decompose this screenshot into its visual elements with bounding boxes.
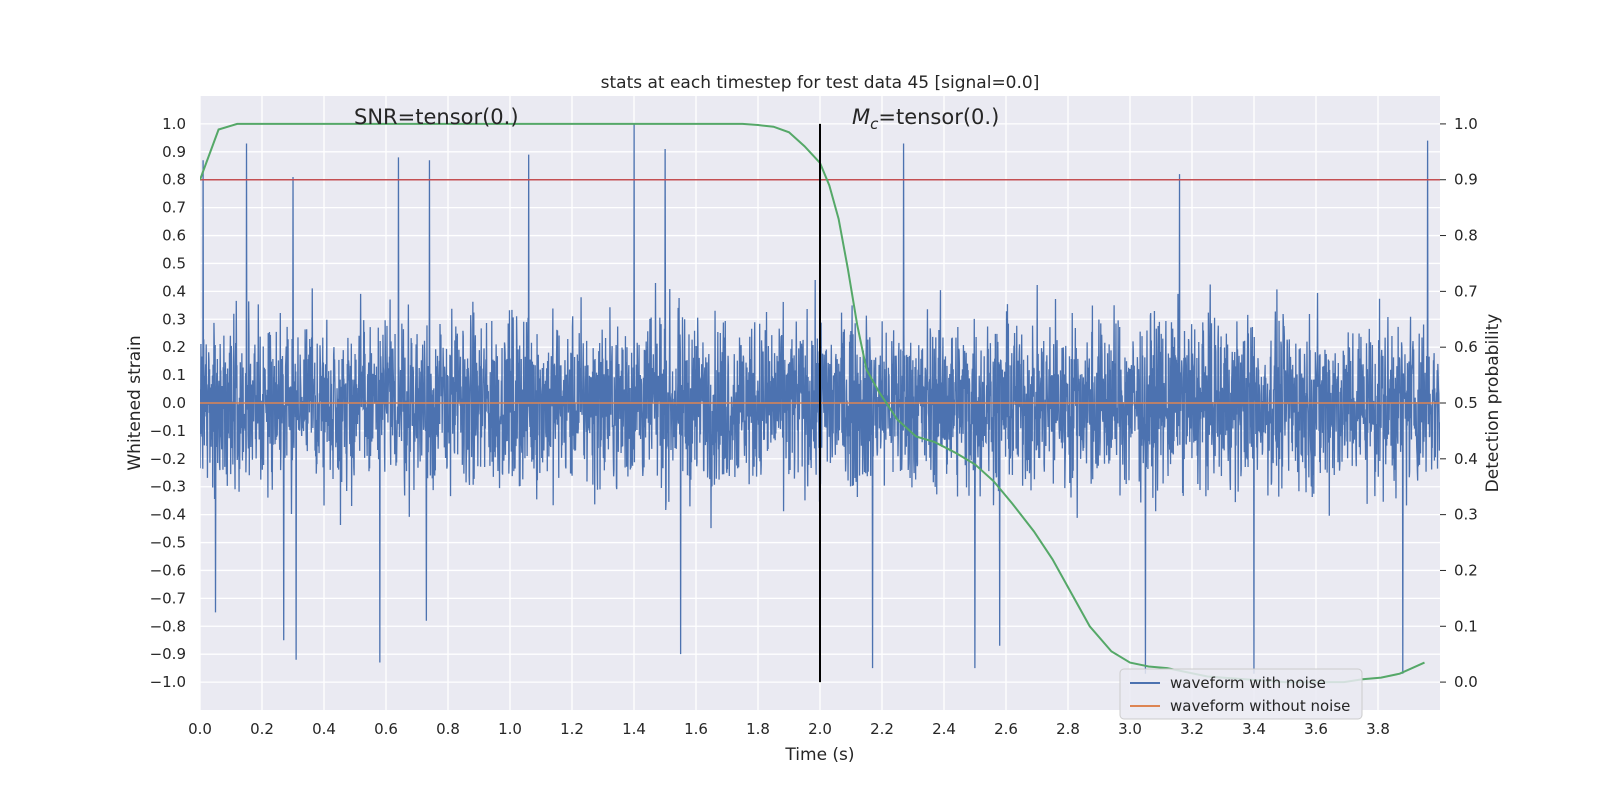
left-y-tick-label: 0.8: [162, 171, 186, 189]
right-y-tick-labels: 1.0 0.9 0.8 0.7 0.6 0.5 0.4 0.3 0.2 0.1 0.0: [1440, 115, 1478, 691]
left-y-tick-label: −1.0: [150, 673, 186, 691]
left-y-tick-label: −0.8: [150, 617, 186, 635]
x-tick-label: 3.0: [1118, 720, 1142, 738]
left-y-tick-label: 0.5: [162, 254, 186, 272]
x-tick-label: 2.2: [870, 720, 894, 738]
left-y-axis-label: Whitened strain: [125, 335, 145, 470]
x-tick-label: 1.2: [560, 720, 584, 738]
right-y-axis-label: Detection probability: [1483, 314, 1503, 493]
right-y-tick-label: 0.0: [1454, 673, 1478, 691]
x-tick-label: 1.8: [746, 720, 770, 738]
right-y-tick-label: 1.0: [1454, 115, 1478, 133]
x-tick-label: 3.2: [1180, 720, 1204, 738]
right-y-tick-label: 0.1: [1454, 617, 1478, 635]
x-tick-label: 3.8: [1366, 720, 1390, 738]
x-tick-labels: 0.0 0.2 0.4 0.6 0.8 1.0 1.2 1.4 1.6 1.8 2.0 2.2 2.4 2…: [188, 720, 1390, 738]
x-tick-label: 0.8: [436, 720, 460, 738]
left-y-tick-label: −0.7: [150, 589, 186, 607]
x-tick-label: 2.0: [808, 720, 832, 738]
left-y-tick-label: −0.9: [150, 645, 186, 663]
left-y-tick-label: −0.4: [150, 506, 186, 524]
legend: waveform with noise waveform without noi…: [1119, 668, 1363, 720]
legend-label-clean: waveform without noise: [1170, 697, 1350, 715]
left-y-tick-label: 0.3: [162, 310, 186, 328]
right-y-tick-label: 0.5: [1454, 394, 1478, 412]
x-tick-label: 0.0: [188, 720, 212, 738]
left-y-tick-label: −0.6: [150, 561, 186, 579]
chirp-mass-annotation: Mc=tensor(0.): [852, 105, 999, 133]
x-tick-label: 1.4: [622, 720, 646, 738]
x-tick-label: 0.2: [250, 720, 274, 738]
left-y-tick-label: 0.7: [162, 199, 186, 217]
x-tick-label: 1.6: [684, 720, 708, 738]
right-y-tick-label: 0.6: [1454, 338, 1478, 356]
chart-title: stats at each timestep for test data 45 …: [601, 73, 1040, 93]
left-y-tick-label: 0.2: [162, 338, 186, 356]
x-tick-label: 3.4: [1242, 720, 1266, 738]
x-tick-label: 0.6: [374, 720, 398, 738]
snr-annotation: SNR=tensor(0.): [354, 105, 519, 129]
legend-box: [1119, 668, 1363, 720]
left-y-tick-label: −0.1: [150, 422, 186, 440]
left-y-tick-label: 0.1: [162, 366, 186, 384]
x-tick-label: 2.8: [1056, 720, 1080, 738]
x-axis-label: Time (s): [784, 745, 854, 765]
right-y-tick-label: 0.8: [1454, 227, 1478, 245]
left-y-tick-label: 0.6: [162, 227, 186, 245]
right-y-tick-label: 0.9: [1454, 171, 1478, 189]
x-tick-label: 3.6: [1304, 720, 1328, 738]
left-y-tick-label: 0.9: [162, 143, 186, 161]
x-tick-label: 1.0: [498, 720, 522, 738]
left-y-tick-label: 0.0: [162, 394, 186, 412]
left-y-tick-label: −0.5: [150, 534, 186, 552]
x-tick-label: 2.4: [932, 720, 956, 738]
x-tick-label: 0.4: [312, 720, 336, 738]
right-y-tick-label: 0.4: [1454, 450, 1478, 468]
left-y-tick-labels: 1.0 0.9 0.8 0.7 0.6 0.5 0.4 0.3 0.2 0.1 0.0 −0.1 −0.…: [150, 115, 186, 691]
x-tick-label: 2.6: [994, 720, 1018, 738]
left-y-tick-label: −0.2: [150, 450, 186, 468]
left-y-tick-label: 0.4: [162, 282, 186, 300]
left-y-tick-label: −0.3: [150, 478, 186, 496]
legend-label-noise: waveform with noise: [1170, 674, 1326, 692]
right-y-tick-label: 0.2: [1454, 561, 1478, 579]
right-y-tick-label: 0.7: [1454, 282, 1478, 300]
right-y-tick-label: 0.3: [1454, 506, 1478, 524]
left-y-tick-label: 1.0: [162, 115, 186, 133]
